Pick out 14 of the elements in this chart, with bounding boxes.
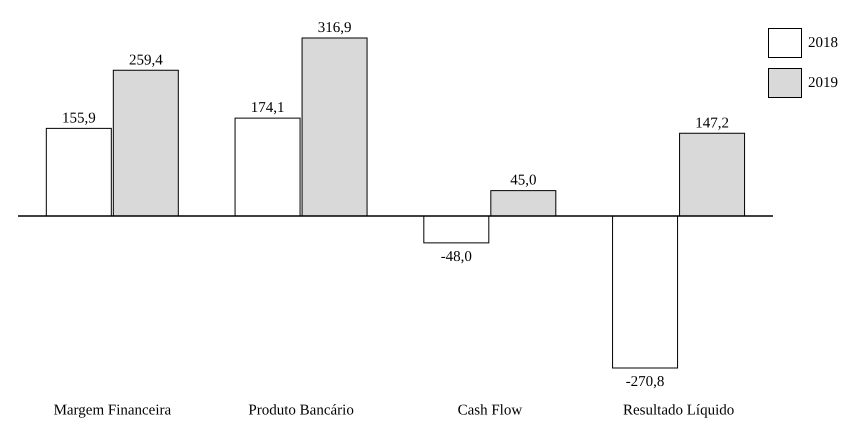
x-tick-label: Cash Flow (458, 402, 522, 419)
x-tick-label: Margem Financeira (54, 402, 172, 419)
data-label: -48,0 (440, 248, 472, 265)
data-label: 259,4 (128, 52, 164, 68)
data-label: -270,8 (626, 374, 664, 390)
x-tick-label: Produto Bancário (248, 402, 354, 419)
legend-label: 2018 (808, 34, 838, 52)
data-label: 316,9 (318, 20, 352, 36)
data-label: 174,1 (250, 100, 284, 116)
data-label: 147,2 (695, 115, 729, 132)
data-label: 45,0 (510, 172, 536, 189)
x-tick-label: Resultado Líquido (623, 402, 734, 419)
data-label: 155,9 (62, 110, 96, 126)
legend-label: 2019 (808, 74, 838, 92)
